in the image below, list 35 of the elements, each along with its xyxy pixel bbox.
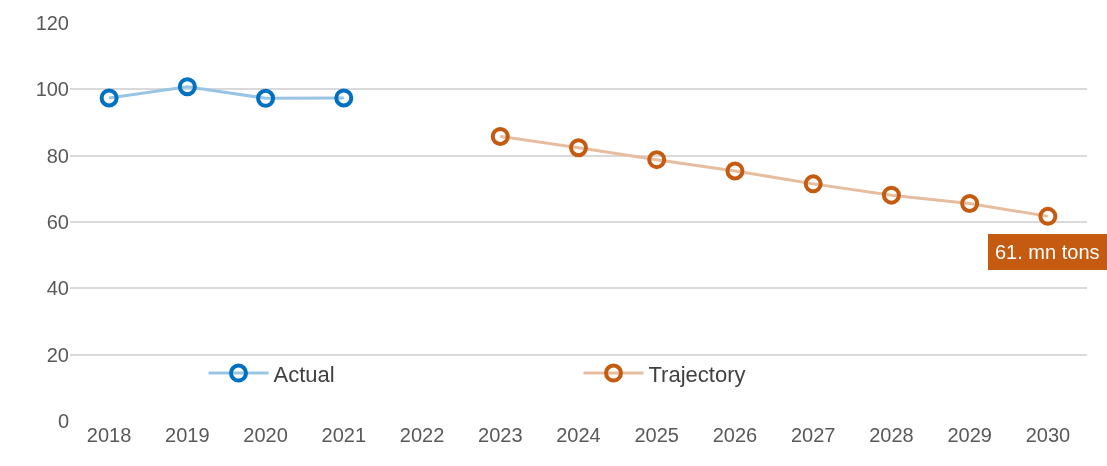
y-tick-label: 0 <box>57 410 69 432</box>
x-tick-label: 2030 <box>1025 424 1071 446</box>
point <box>881 185 901 205</box>
x-tick-label: 2022 <box>399 424 445 446</box>
point <box>334 88 354 108</box>
point <box>490 126 510 146</box>
y-tick-label: 80 <box>46 144 69 167</box>
point <box>803 174 823 194</box>
point <box>725 161 745 181</box>
x-tick-label: 2018 <box>86 424 132 446</box>
point <box>1038 206 1058 226</box>
x-tick-label: 2024 <box>556 424 601 446</box>
point <box>177 77 197 97</box>
point <box>647 150 667 170</box>
x-tick-label: 2028 <box>869 424 914 446</box>
x-tick-label: 2021 <box>321 424 367 446</box>
x-tick-label: 2029 <box>947 424 992 446</box>
y-tick-label: 60 <box>46 211 69 233</box>
point <box>960 193 980 213</box>
point <box>569 138 588 158</box>
x-tick-label: 2023 <box>478 424 523 446</box>
x-tick-label: 2020 <box>243 424 288 446</box>
legend-label: Trajectory <box>648 361 746 387</box>
point <box>99 88 119 108</box>
annotation: 61. mn tons <box>995 241 1100 263</box>
legend-label: Actual <box>273 361 335 387</box>
x-tick-label: 2019 <box>165 424 210 446</box>
y-tick-label: 40 <box>46 277 69 300</box>
y-tick-label: 120 <box>35 12 69 34</box>
y-tick-label: 20 <box>46 343 69 366</box>
x-tick-label: 2025 <box>634 424 679 446</box>
y-tick-label: 100 <box>35 78 69 101</box>
point <box>256 88 276 108</box>
x-tick-label: 2027 <box>790 424 836 446</box>
x-tick-label: 2026 <box>712 424 758 446</box>
